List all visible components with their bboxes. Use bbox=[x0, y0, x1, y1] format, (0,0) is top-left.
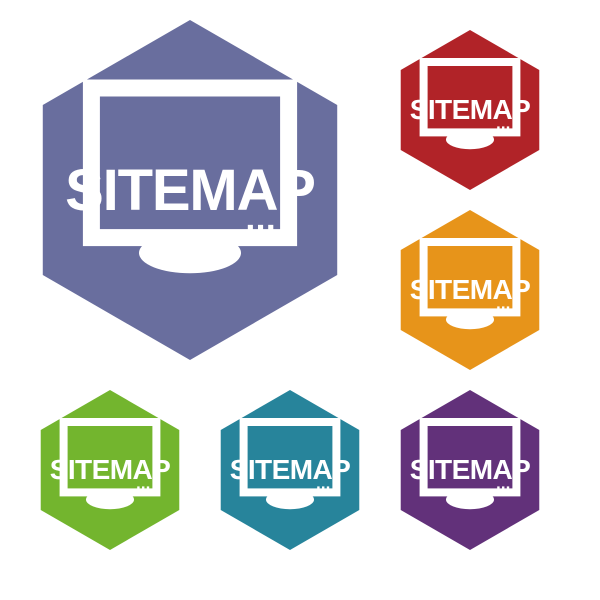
sitemap-hexagon-teal: SITEMAP bbox=[210, 390, 370, 550]
sitemap-label: SITEMAP bbox=[410, 274, 531, 306]
sitemap-hexagon-purple: SITEMAP bbox=[390, 390, 550, 550]
sitemap-label: SITEMAP bbox=[410, 454, 531, 486]
sitemap-hexagon-orange: SITEMAP bbox=[390, 210, 550, 370]
sitemap-hexagon-green: SITEMAP bbox=[30, 390, 190, 550]
sitemap-hexagon-main: SITEMAP bbox=[20, 20, 360, 360]
sitemap-label: SITEMAP bbox=[230, 454, 351, 486]
sitemap-label: SITEMAP bbox=[65, 157, 315, 224]
sitemap-hexagon-red: SITEMAP bbox=[390, 30, 550, 190]
sitemap-label: SITEMAP bbox=[50, 454, 171, 486]
sitemap-label: SITEMAP bbox=[410, 94, 531, 126]
